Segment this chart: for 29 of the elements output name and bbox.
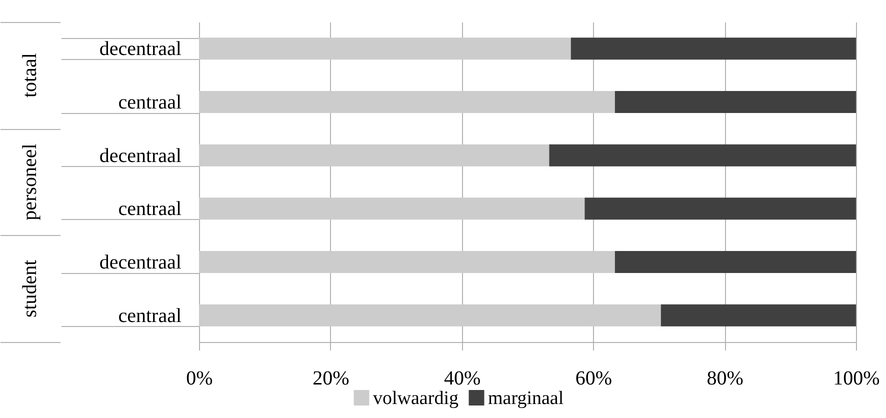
x-tick-label: 60% — [575, 368, 612, 390]
x-tick-label: 80% — [706, 368, 744, 390]
bar — [584, 198, 856, 220]
text: totaal — [19, 52, 41, 98]
bar — [570, 38, 856, 60]
y-tick-label: centraal — [118, 198, 182, 220]
bar — [199, 198, 585, 220]
bar — [549, 144, 856, 166]
x-tick-label: 40% — [444, 368, 481, 390]
bar — [199, 91, 615, 113]
x-tick-label: 100% — [833, 368, 880, 390]
text: student — [19, 259, 41, 318]
legend-label: volwaardig — [373, 388, 459, 409]
bar — [199, 144, 550, 166]
x-tick-label: 20% — [312, 368, 350, 390]
y-tick-label: decentraal — [99, 144, 182, 167]
bar — [614, 91, 856, 113]
bar — [199, 251, 615, 273]
x-tick-label: 0% — [186, 368, 213, 390]
y-tick-label: decentraal — [99, 252, 182, 274]
legend-label: marginaal — [488, 388, 564, 409]
text: personeel — [19, 143, 41, 220]
y-tick-label: centraal — [118, 92, 182, 114]
bar — [660, 304, 856, 326]
y-tick-label: centraal — [118, 304, 182, 327]
bar — [199, 304, 661, 326]
bar — [614, 251, 856, 273]
bar — [199, 38, 571, 60]
y-tick-label: decentraal — [99, 38, 182, 60]
